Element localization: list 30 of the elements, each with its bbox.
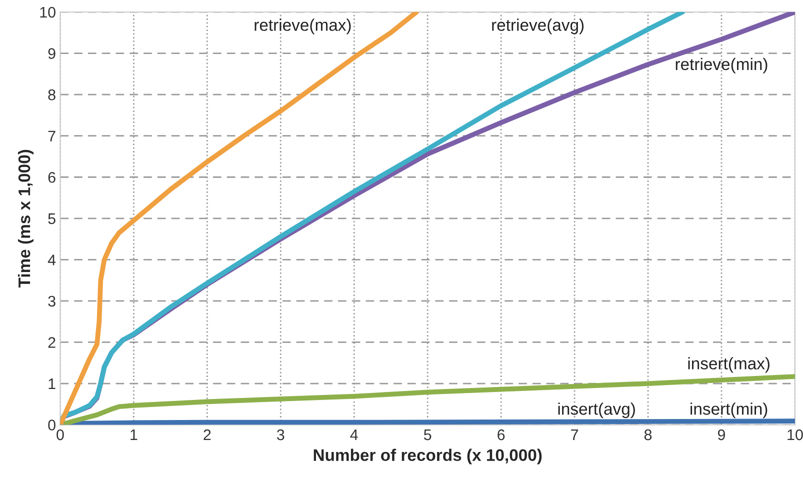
y-tick-label: 8 [48,89,56,100]
x-tick-label: 2 [204,429,211,440]
x-tick-label: 8 [644,429,652,440]
y-tick-label: 9 [48,48,56,59]
annotation: insert(avg) [558,402,635,418]
y-tick-label: 6 [48,172,56,183]
y-tick-label: 3 [48,296,56,307]
x-tick-label: 0 [56,429,64,440]
x-tick-label: 10 [788,429,803,440]
y-tick-label: 10 [40,6,56,18]
x-tick-label: 9 [718,429,726,440]
y-tick-label: 4 [48,254,56,266]
annotation: insert(max) [688,357,770,373]
y-axis-title: Time (ms x 1,000) [18,150,34,288]
x-tick-label: 6 [498,429,505,440]
x-tick-label: 5 [424,430,432,440]
x-tick-label: 4 [350,430,358,440]
y-tick-label: 7 [48,130,56,142]
x-tick-label: 7 [571,430,578,440]
annotation: retrieve(min) [676,58,768,74]
y-tick-label: 5 [48,213,56,224]
y-tick-label: 0 [48,420,56,430]
x-tick-label: 3 [276,429,284,440]
x-axis-title: Number of records (x 10,000) [314,448,542,464]
x-tick-label: 1 [130,430,138,440]
annotation: insert(min) [690,402,768,418]
y-tick-label: 1 [48,378,56,390]
annotation: retrieve(max) [254,18,351,34]
y-tick-label: 2 [48,337,56,348]
annotation: retrieve(avg) [492,18,584,34]
